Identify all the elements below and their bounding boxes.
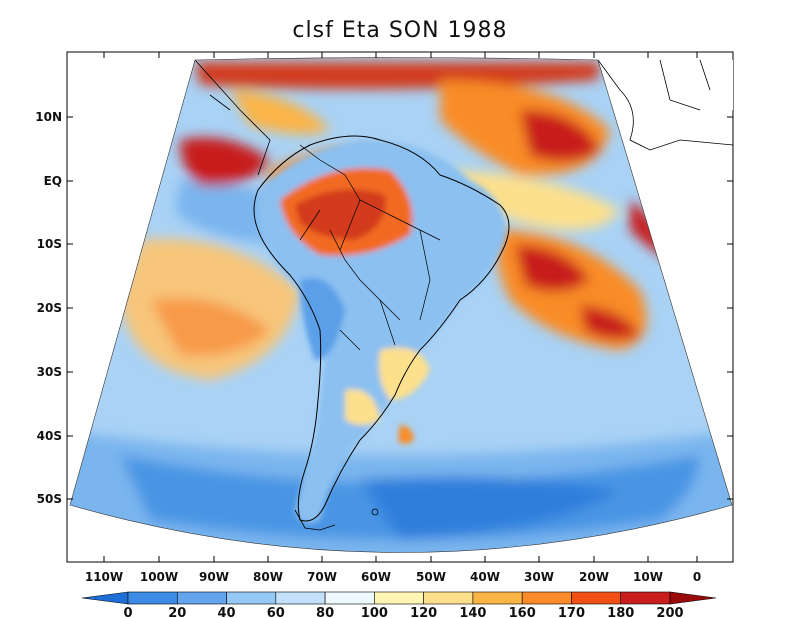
country-borders — [299, 144, 441, 351]
colorbar-label: 20 — [168, 606, 186, 618]
north-atlantic-red — [520, 110, 600, 162]
lon-label-10w: 10W — [633, 570, 663, 584]
colorbar-segment — [374, 591, 424, 605]
south-atlantic-red-2 — [580, 305, 640, 339]
colorbar-label: 200 — [656, 606, 683, 618]
lat-label-50s: 50S — [37, 492, 62, 506]
central-america-outline — [194, 59, 271, 176]
colorbar-segment — [226, 591, 277, 605]
colorbar-label: 160 — [509, 606, 536, 618]
lon-label-80w: 80W — [253, 570, 283, 584]
lat-label-10s: 10S — [37, 237, 62, 251]
field-layer — [70, 57, 732, 553]
lon-label-100w: 100W — [140, 570, 178, 584]
colorbar-segment — [423, 591, 474, 605]
lon-label-50w: 50W — [416, 570, 446, 584]
continent-coastline — [253, 135, 510, 522]
colorbar-label: 180 — [607, 606, 634, 618]
colorbar-label: 0 — [123, 606, 132, 618]
lat-label-eq: EQ — [44, 174, 62, 188]
lon-label-90w: 90W — [199, 570, 229, 584]
colorbar-label: 80 — [316, 606, 334, 618]
africa-borders — [597, 59, 734, 151]
lon-label-60w: 60W — [361, 570, 391, 584]
colorbar-segment — [521, 591, 572, 605]
colorbar-segment — [571, 591, 622, 605]
offshore-spot — [398, 425, 414, 444]
lon-label-20w: 20W — [579, 570, 609, 584]
pacific-orange — [150, 298, 270, 356]
colorbar-label: 170 — [558, 606, 585, 618]
lat-axis: 10N EQ 10S 20S 30S 40S 50S — [35, 110, 733, 506]
southern-core — [360, 476, 620, 540]
colorbar-high-arrow — [669, 591, 717, 605]
northern-band — [195, 62, 600, 89]
colorbar-segment — [176, 591, 227, 605]
colorbar: 0 20 40 60 80 100 120 140 160 170 180 200 — [81, 591, 717, 618]
atlantic-yellow — [450, 170, 620, 230]
colorbar-low-arrow — [81, 591, 129, 605]
colorbar-label: 140 — [459, 606, 486, 618]
falkland-islands — [371, 508, 379, 516]
colorbar-label: 40 — [217, 606, 235, 618]
andes-blue — [300, 278, 345, 360]
lat-label-40s: 40S — [37, 429, 62, 443]
map-title: clsf Eta SON 1988 — [292, 18, 508, 43]
colorbar-segment — [275, 591, 326, 605]
lat-label-20s: 20S — [37, 301, 62, 315]
caribbean-orange — [230, 90, 330, 134]
colorbar-label: 60 — [267, 606, 285, 618]
continent-hot-inner — [295, 189, 386, 240]
africa-white-area — [598, 60, 733, 150]
lat-label-30s: 30S — [37, 365, 62, 379]
lon-label-110w: 110W — [85, 570, 123, 584]
patagonia-yellow — [345, 389, 380, 425]
lon-label-0: 0 — [693, 570, 701, 584]
colorbar-segment — [324, 591, 375, 605]
lat-label-10n: 10N — [35, 110, 62, 124]
colorbar-segment — [127, 591, 178, 605]
colorbar-segment — [620, 591, 671, 605]
colorbar-segment — [472, 591, 523, 605]
lon-label-70w: 70W — [307, 570, 337, 584]
caribbean-red — [180, 137, 270, 186]
lon-axis: 110W 100W 90W 80W 70W 60W 50W 40W 30W 20… — [85, 52, 701, 584]
domain-outline — [69, 57, 733, 553]
lon-label-30w: 30W — [524, 570, 554, 584]
tierra-del-fuego — [294, 509, 336, 531]
colorbar-label: 100 — [361, 606, 388, 618]
south-atlantic-red-1 — [515, 245, 590, 292]
lon-label-40w: 40W — [470, 570, 500, 584]
colorbar-label: 120 — [410, 606, 437, 618]
